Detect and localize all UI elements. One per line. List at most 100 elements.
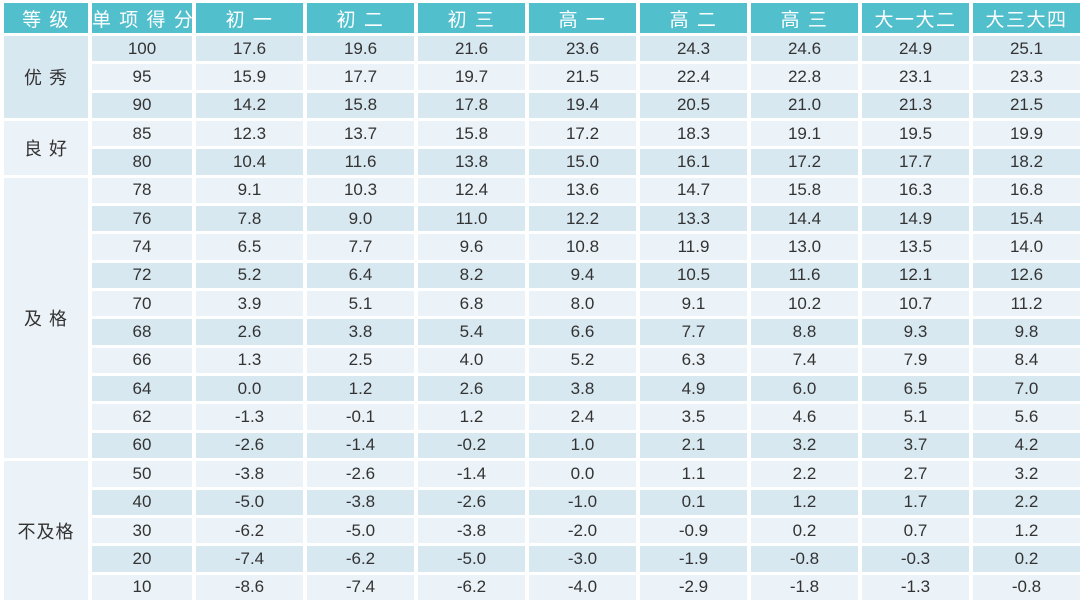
value-cell: 15.8 <box>747 174 862 207</box>
score-cell: 64 <box>88 373 196 405</box>
level-column-header: 初 一 <box>192 0 307 36</box>
value-cell: 2.7 <box>858 458 973 490</box>
value-cell: -6.2 <box>303 543 418 575</box>
table-row: 66 1.3 2.5 4.0 5.2 6.3 7.4 7.9 8.4 <box>2 344 1080 377</box>
value-cell: 5.4 <box>414 316 529 348</box>
score-cell: 10 <box>88 571 196 603</box>
value-cell: -2.9 <box>636 571 751 603</box>
score-cell: 50 <box>88 458 196 490</box>
value-cell: 6.0 <box>747 373 862 405</box>
level-column-header: 高 三 <box>747 0 862 36</box>
table-row: 70 3.9 5.1 6.8 8.0 9.1 10.2 10.7 11.2 <box>2 288 1080 320</box>
table-row: 良 好 85 12.3 13.7 15.8 17.2 18.3 19.1 19.5 19.9 <box>0 118 1080 178</box>
value-cell: 0.7 <box>858 514 973 547</box>
score-cell: 20 <box>88 543 196 575</box>
value-cell: 23.3 <box>969 61 1080 93</box>
value-cell: 13.0 <box>747 231 862 263</box>
value-cell: 6.5 <box>858 373 973 405</box>
value-cell: 6.6 <box>525 316 640 348</box>
score-cell: 66 <box>88 344 196 377</box>
value-cell: 2.4 <box>525 401 640 433</box>
value-cell: 13.5 <box>858 231 973 263</box>
value-cell: -3.0 <box>525 543 640 575</box>
value-cell: 4.0 <box>414 344 529 377</box>
value-cell: 12.4 <box>414 174 529 207</box>
table-row: 优 秀 100 17.6 19.6 21.6 23.6 24.3 24.6 24.9 25.1 <box>0 32 1080 122</box>
table-header-row: 等 级单 项 得 分初 一初 二初 三高 一高 二高 三大一大二 大三大四 <box>0 0 1080 36</box>
value-cell: -0.3 <box>858 543 973 575</box>
score-cell: 62 <box>88 401 196 433</box>
value-cell: 5.1 <box>303 288 418 320</box>
table-row: 95 15.9 17.7 19.7 21.5 22.4 22.8 23.1 23.3 <box>2 61 1080 93</box>
score-cell: 95 <box>88 61 196 93</box>
value-cell: 9.0 <box>303 203 418 235</box>
value-cell: 25.1 <box>969 32 1080 65</box>
value-cell: 12.6 <box>969 259 1080 292</box>
value-cell: 14.9 <box>858 203 973 235</box>
value-cell: 7.4 <box>747 344 862 377</box>
value-cell: -0.9 <box>636 514 751 547</box>
value-cell: 1.2 <box>969 514 1080 547</box>
value-cell: 1.2 <box>414 401 529 433</box>
value-cell: 9.1 <box>192 174 307 207</box>
level-column-header: 大三大四 <box>969 0 1080 36</box>
value-cell: 24.9 <box>858 32 973 65</box>
value-cell: 3.9 <box>192 288 307 320</box>
value-cell: 21.5 <box>969 89 1080 122</box>
value-cell: -1.4 <box>414 458 529 490</box>
value-cell: 1.0 <box>525 429 640 462</box>
value-cell: 2.2 <box>747 458 862 490</box>
value-cell: 7.9 <box>858 344 973 377</box>
value-cell: 7.0 <box>969 373 1080 405</box>
grade-category-cell: 不及格 <box>0 458 92 603</box>
value-cell: 15.9 <box>192 61 307 93</box>
value-cell: 19.4 <box>525 89 640 122</box>
value-cell: -5.0 <box>303 514 418 547</box>
value-cell: 3.8 <box>525 373 640 405</box>
value-cell: 16.3 <box>858 174 973 207</box>
value-cell: -7.4 <box>192 543 307 575</box>
table-header: 等 级单 项 得 分初 一初 二初 三高 一高 二高 三大一大二 大三大四 <box>0 0 1080 36</box>
value-cell: 18.2 <box>969 146 1080 178</box>
value-cell: 19.9 <box>969 118 1080 150</box>
table-body: 优 秀 100 17.6 19.6 21.6 23.6 24.3 24.6 24.9 25.1 95… <box>0 32 1080 603</box>
value-cell: 17.7 <box>303 61 418 93</box>
grade-category-cell: 及 格 <box>0 174 92 462</box>
value-cell: 1.3 <box>192 344 307 377</box>
value-cell: -5.0 <box>414 543 529 575</box>
value-cell: 3.2 <box>747 429 862 462</box>
table-row: 72 5.2 6.4 8.2 9.4 10.5 11.6 12.1 12.6 <box>2 259 1080 292</box>
value-cell: 3.8 <box>303 316 418 348</box>
value-cell: 2.6 <box>414 373 529 405</box>
value-cell: 7.8 <box>192 203 307 235</box>
value-cell: -2.6 <box>303 458 418 490</box>
value-cell: -1.4 <box>303 429 418 462</box>
value-cell: 8.8 <box>747 316 862 348</box>
value-cell: -2.0 <box>525 514 640 547</box>
value-cell: 2.6 <box>192 316 307 348</box>
value-cell: -8.6 <box>192 571 307 603</box>
value-cell: 17.7 <box>858 146 973 178</box>
score-cell: 74 <box>88 231 196 263</box>
score-cell: 76 <box>88 203 196 235</box>
value-cell: 4.9 <box>636 373 751 405</box>
value-cell: 14.2 <box>192 89 307 122</box>
table-row: 64 0.0 1.2 2.6 3.8 4.9 6.0 6.5 7.0 <box>2 373 1080 405</box>
score-cell: 70 <box>88 288 196 320</box>
value-cell: 3.2 <box>969 458 1080 490</box>
score-column-header: 单 项 得 分 <box>88 0 196 36</box>
value-cell: 0.2 <box>747 514 862 547</box>
value-cell: 12.1 <box>858 259 973 292</box>
value-cell: 15.4 <box>969 203 1080 235</box>
value-cell: -3.8 <box>192 458 307 490</box>
value-cell: 0.0 <box>525 458 640 490</box>
value-cell: 19.7 <box>414 61 529 93</box>
value-cell: 11.9 <box>636 231 751 263</box>
score-cell: 72 <box>88 259 196 292</box>
score-cell: 78 <box>88 174 196 207</box>
value-cell: -5.0 <box>192 486 307 518</box>
value-cell: 10.4 <box>192 146 307 178</box>
value-cell: 10.5 <box>636 259 751 292</box>
